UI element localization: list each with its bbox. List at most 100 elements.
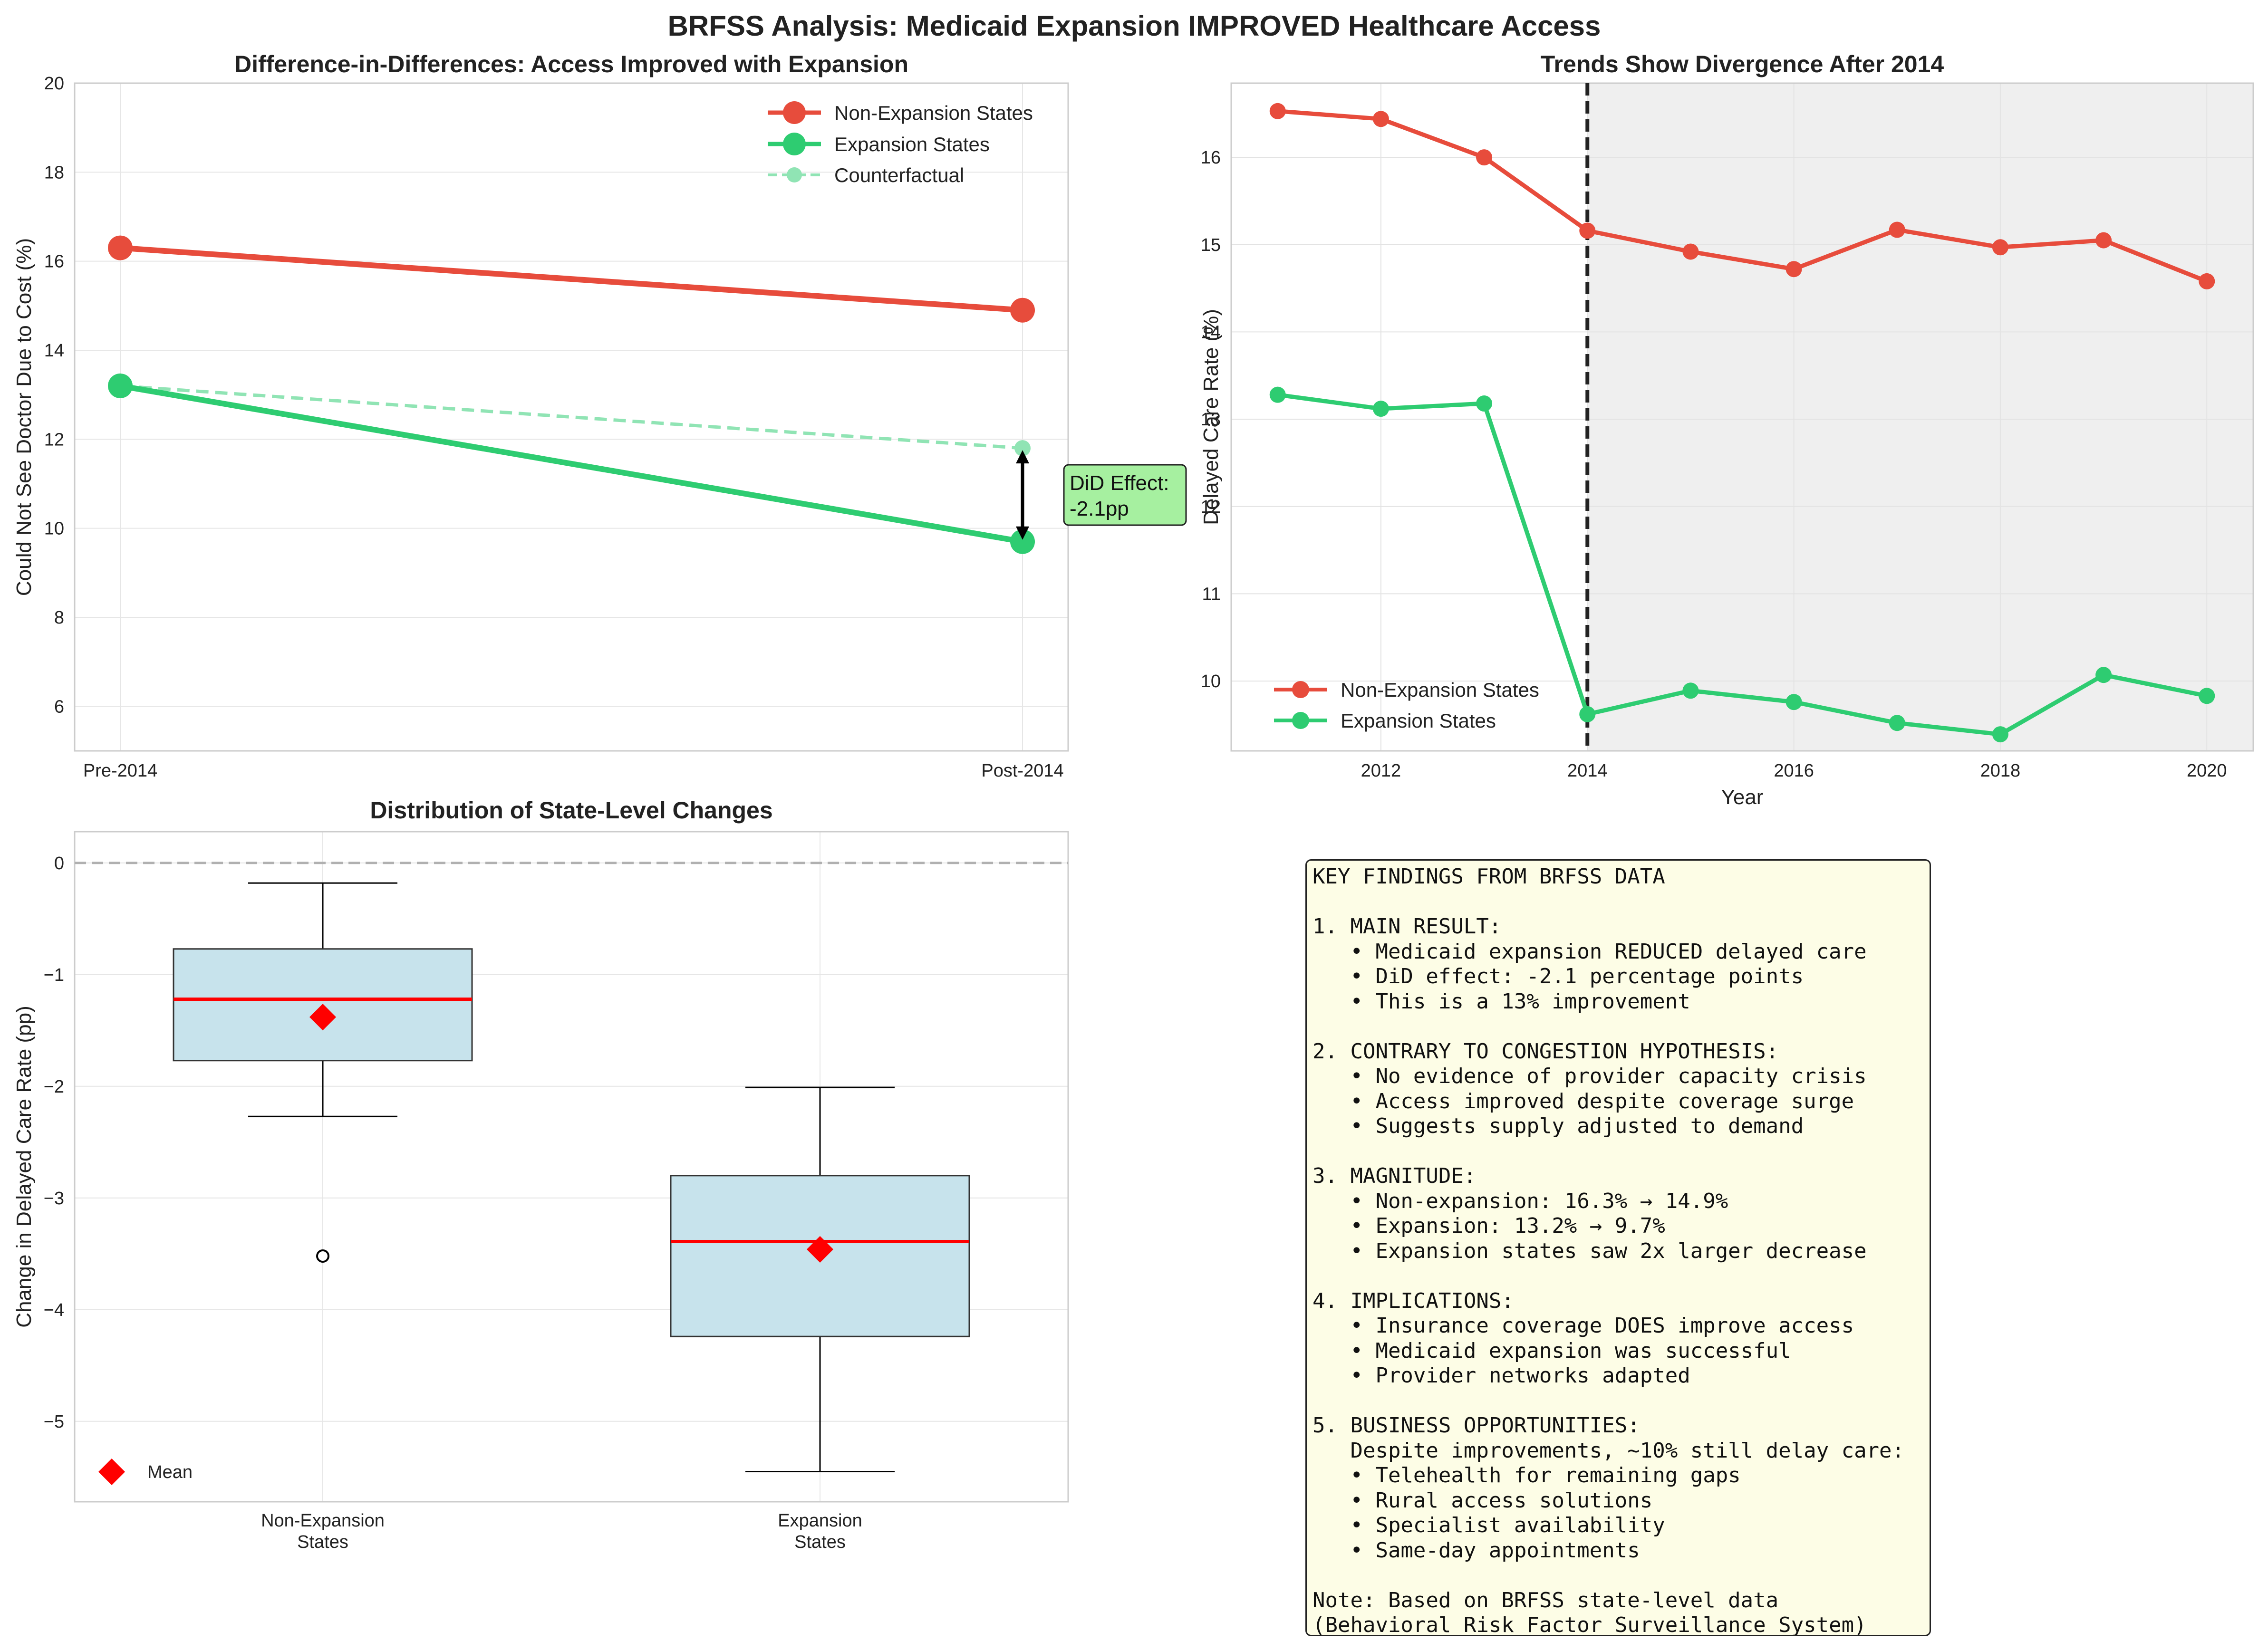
box-frame: [74, 831, 1069, 1503]
y-tick-label: 12: [44, 430, 64, 450]
post-2014-shaded-region: [1587, 83, 2253, 751]
y-tick-label: 8: [54, 608, 64, 628]
y-tick-label: −3: [44, 1189, 64, 1209]
point-expansion: [2199, 688, 2215, 704]
trends-y-axis-label: Delayed Care Rate (%): [1199, 309, 1223, 525]
x-tick-label: States: [794, 1532, 846, 1552]
did-title: Difference-in-Differences: Access Improv…: [234, 51, 908, 77]
point-expansion: [1579, 706, 1596, 722]
point-non-expansion: [1992, 239, 2008, 256]
legend-non-expansion-swatch-marker: [783, 101, 806, 124]
legend-counterfactual-label: Counterfactual: [834, 164, 964, 186]
point-expansion: [1682, 682, 1699, 699]
y-tick-label: 10: [1201, 672, 1221, 691]
y-tick-label: 11: [1202, 584, 1221, 604]
point-non-expansion: [108, 235, 133, 260]
panel-trends: 10 11 12 13 14 15 16 2012 2014 2016 2018 2020 Trends…: [1199, 51, 2254, 809]
findings-title: KEY FINDINGS FROM BRFSS DATA: [1313, 864, 1665, 889]
legend-trends-expansion-swatch-marker: [1292, 712, 1309, 729]
y-tick-label: 13: [1201, 410, 1221, 430]
trends-x-axis-label: Year: [1721, 786, 1764, 809]
did-arrow-head-bottom: [1016, 526, 1029, 540]
point-expansion: [2095, 667, 2112, 683]
x-tick-label: 2020: [2187, 761, 2227, 781]
point-expansion: [1010, 529, 1035, 554]
y-tick-label: 18: [44, 163, 64, 182]
box-title: Distribution of State-Level Changes: [370, 797, 772, 824]
did-annotation-box: [1063, 464, 1187, 526]
y-tick-label: 14: [1201, 322, 1221, 342]
y-tick-label: 16: [44, 252, 64, 272]
point-non-expansion: [1476, 149, 1493, 166]
series-non-expansion-line: [1277, 109, 2208, 284]
legend-trends-non-expansion-swatch-marker: [1292, 681, 1309, 698]
y-tick-label: 12: [1201, 497, 1221, 517]
x-tick-label: Pre-2014: [83, 761, 157, 781]
x-tick-label: Post-2014: [981, 761, 1063, 781]
y-tick-label: 0: [54, 854, 64, 873]
point-non-expansion: [1682, 243, 1699, 260]
y-tick-label: −1: [44, 965, 64, 985]
y-tick-label: 14: [44, 341, 64, 361]
point-non-expansion: [1010, 297, 1035, 323]
x-tick-label: Non-Expansion: [261, 1511, 385, 1531]
legend-expansion-swatch-marker: [783, 133, 806, 155]
x-tick-label: 2014: [1567, 761, 1608, 781]
y-tick-label: −2: [44, 1077, 64, 1097]
did-arrow-head-top: [1016, 450, 1029, 464]
point-expansion: [108, 373, 133, 398]
y-tick-label: 20: [44, 74, 64, 94]
legend-non-expansion-label: Non-Expansion States: [834, 102, 1033, 124]
series-expansion-line: [119, 383, 1023, 545]
legend-mean-label: Mean: [147, 1462, 193, 1482]
x-tick-label: States: [297, 1532, 348, 1552]
did-y-axis-label: Could Not See Doctor Due to Cost (%): [12, 238, 36, 596]
did-annotation-line1: DiD Effect:: [1070, 471, 1169, 495]
trends-frame: [1230, 82, 2254, 752]
point-expansion: [1785, 694, 1802, 710]
y-tick-label: −4: [44, 1300, 64, 1320]
y-tick-label: 6: [54, 697, 64, 717]
box-y-axis-label: Change in Delayed Care Rate (pp): [12, 1006, 36, 1328]
point-counterfactual: [1014, 440, 1031, 457]
outlier-point: [316, 1249, 329, 1263]
y-tick-label: 10: [44, 519, 64, 539]
legend-mean-swatch: [98, 1459, 125, 1485]
point-non-expansion: [1579, 222, 1596, 239]
point-expansion: [1372, 401, 1389, 417]
legend-counterfactual-swatch-marker: [787, 167, 802, 182]
trends-title: Trends Show Divergence After 2014: [1541, 51, 1944, 77]
panel-did: 6 8 10 12 14 16 18 20 Pre-2014 Post-2014 Differenc…: [12, 51, 1187, 781]
series-expansion-line: [1277, 393, 2208, 737]
series-counterfactual-line: [120, 384, 1023, 450]
did-frame: [74, 82, 1069, 752]
x-tick-label: 2016: [1774, 761, 1814, 781]
mean-marker: [309, 1004, 336, 1031]
point-expansion: [1476, 395, 1493, 412]
point-non-expansion: [1269, 103, 1286, 119]
y-tick-label: −5: [44, 1412, 64, 1432]
legend-trends-non-expansion-label: Non-Expansion States: [1341, 679, 1539, 701]
figure-title: BRFSS Analysis: Medicaid Expansion IMPRO…: [668, 10, 1601, 42]
series-non-expansion-line: [120, 245, 1023, 313]
panel-box: 0−1−2−3−4−5Non-ExpansionStatesExpansionS…: [12, 797, 1069, 1552]
findings-box: KEY FINDINGS FROM BRFSS DATA 1. MAIN RES…: [1305, 859, 1931, 1636]
findings-body: 1. MAIN RESULT: • Medicaid expansion RED…: [1313, 914, 1905, 1636]
point-non-expansion: [1785, 261, 1802, 278]
y-tick-label: 15: [1201, 235, 1221, 255]
point-non-expansion: [1889, 221, 1905, 238]
point-non-expansion: [1372, 111, 1389, 127]
point-expansion: [1269, 386, 1286, 403]
point-expansion: [1992, 726, 2008, 743]
x-tick-label: 2012: [1361, 761, 1401, 781]
point-non-expansion: [2095, 232, 2112, 249]
y-tick-label: 16: [1201, 148, 1221, 168]
mean-marker: [807, 1236, 833, 1263]
x-tick-label: Expansion: [778, 1511, 862, 1531]
point-expansion: [1889, 715, 1905, 731]
x-tick-label: 2018: [1980, 761, 2021, 781]
legend-trends-expansion-label: Expansion States: [1341, 710, 1496, 732]
legend-expansion-label: Expansion States: [834, 133, 990, 155]
point-non-expansion: [2199, 273, 2215, 289]
